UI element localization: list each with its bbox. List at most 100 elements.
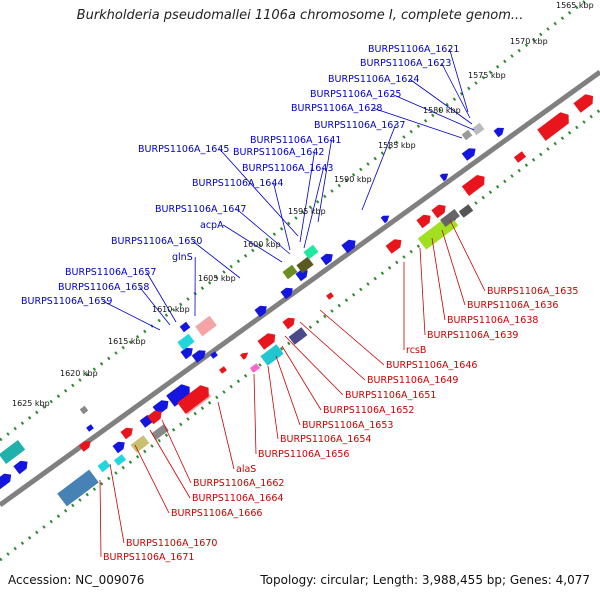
gene-label: BURPS1106A_1621 xyxy=(368,44,459,55)
gene-block-shape xyxy=(250,363,260,373)
label-leader xyxy=(102,300,161,331)
gene-block xyxy=(177,333,195,351)
forward-gene-block xyxy=(257,333,276,350)
gene-label: BURPS1106A_1650 xyxy=(111,236,202,247)
tick-label: 1565 kbp xyxy=(556,1,594,10)
forward-gene-block xyxy=(537,112,569,141)
tick-label: 1595 kbp xyxy=(288,207,326,216)
gene-label: BURPS1106A_1639 xyxy=(427,330,518,341)
forward-gene-block xyxy=(120,427,133,440)
tick-label: 1580 kbp xyxy=(423,106,461,115)
reverse-gene-block xyxy=(86,424,94,432)
reverse-gene-block-shape xyxy=(439,173,449,182)
tick-labels: 1565 kbp 1570 kbp 1575 kbp 1580 kbp 1585 kbp… xyxy=(12,1,594,408)
reverse-gene-block-shape xyxy=(493,127,504,138)
forward-gene-block xyxy=(431,204,446,219)
tick-label: 1620 kbp xyxy=(60,369,98,378)
gene-label: BURPS1106A_1641 xyxy=(250,135,341,146)
forward-gene-block-shape xyxy=(385,239,402,254)
reverse-gene-block xyxy=(179,321,191,333)
chromosome-backbone xyxy=(0,69,600,508)
label-leader xyxy=(303,167,324,249)
label-leaders xyxy=(99,48,486,558)
gene-label: BURPS1106A_1656 xyxy=(258,449,349,460)
label-leader xyxy=(267,365,279,440)
reverse-gene-block xyxy=(0,473,12,490)
reverse-gene-block xyxy=(191,350,206,363)
reverse-gene-block xyxy=(180,347,193,360)
reverse-gene-block-shape xyxy=(320,253,333,266)
gene-block-shape xyxy=(260,344,284,366)
gene-label: BURPS1106A_1670 xyxy=(126,538,217,549)
reverse-gene-block xyxy=(166,384,190,407)
gene-block-shape xyxy=(461,129,473,141)
gene-block xyxy=(130,435,150,453)
reverse-gene-block-shape xyxy=(254,305,267,318)
gene-label: alaS xyxy=(236,464,256,475)
gene-label: BURPS1106A_1623 xyxy=(360,58,451,69)
gene-label: BURPS1106A_1642 xyxy=(233,147,324,158)
label-leader xyxy=(236,208,291,255)
forward-gene-block-shape xyxy=(257,333,276,350)
reverse-gene-block xyxy=(341,239,356,254)
gene-label: BURPS1106A_1651 xyxy=(345,390,436,401)
reverse-gene-block-shape xyxy=(179,321,191,333)
label-leader xyxy=(99,479,102,558)
gene-block xyxy=(440,208,460,228)
gene-label: glnS xyxy=(172,252,193,263)
forward-gene-block xyxy=(385,239,402,254)
gene-block xyxy=(260,344,284,366)
gene-block xyxy=(461,129,473,141)
label-leader xyxy=(361,124,396,211)
gene-block-shape xyxy=(303,244,319,260)
label-leader xyxy=(284,335,344,396)
reverse-gene-block-shape xyxy=(280,287,293,300)
gene-label: BURPS1106A_1662 xyxy=(193,478,284,489)
tick-label: 1585 kbp xyxy=(378,141,416,150)
gene-block-shape xyxy=(113,454,127,466)
gene-label: BURPS1106A_1646 xyxy=(386,360,477,371)
gene-label: BURPS1106A_1624 xyxy=(328,74,419,85)
gene-label: BURPS1106A_1657 xyxy=(65,267,156,278)
reverse-gene-block-shape xyxy=(295,269,308,282)
reverse-gene-block xyxy=(254,305,267,318)
gene-block xyxy=(282,264,298,280)
forward-gene-block xyxy=(513,151,527,163)
reverse-gene-block-shape xyxy=(112,441,125,454)
forward-gene-block-shape xyxy=(282,317,295,330)
label-leader xyxy=(139,286,171,326)
reverse-gene-block xyxy=(13,460,28,475)
gene-block xyxy=(250,363,260,373)
forward-gene-block-shape xyxy=(240,352,249,360)
tick-label: 1615 kbp xyxy=(108,337,146,346)
gene-block xyxy=(79,405,89,415)
gene-label: BURPS1106A_1645 xyxy=(138,144,229,155)
forward-gene-block-shape xyxy=(78,441,91,452)
gene-label: BURPS1106A_1654 xyxy=(280,434,371,445)
gene-block xyxy=(113,454,127,466)
reverse-gene-block xyxy=(112,441,125,454)
gene-block-shape xyxy=(296,256,314,274)
gene-label: BURPS1106A_1652 xyxy=(323,405,414,416)
label-leader xyxy=(441,229,466,306)
label-leader xyxy=(134,444,170,514)
gene-label: BURPS1106A_1638 xyxy=(447,315,538,326)
label-leader xyxy=(449,48,469,113)
forward-gene-block xyxy=(573,94,593,113)
gene-label: BURPS1106A_1659 xyxy=(21,296,112,307)
gene-label: BURPS1106A_1637 xyxy=(314,120,405,131)
forward-gene-block xyxy=(219,366,227,374)
gene-label: BURPS1106A_1664 xyxy=(192,493,283,504)
reverse-gene-block-shape xyxy=(166,384,190,407)
label-leader xyxy=(431,237,446,321)
reverse-gene-block-shape xyxy=(380,215,390,224)
gene-block xyxy=(97,459,111,473)
forward-gene-block-shape xyxy=(461,174,485,197)
gene-block xyxy=(303,244,319,260)
gene-block-shape xyxy=(458,204,474,218)
forward-gene-block xyxy=(282,317,295,330)
gene-block xyxy=(471,122,485,136)
forward-gene-block-shape xyxy=(573,94,593,113)
label-leader xyxy=(281,345,322,411)
gene-block-shape xyxy=(440,208,460,228)
